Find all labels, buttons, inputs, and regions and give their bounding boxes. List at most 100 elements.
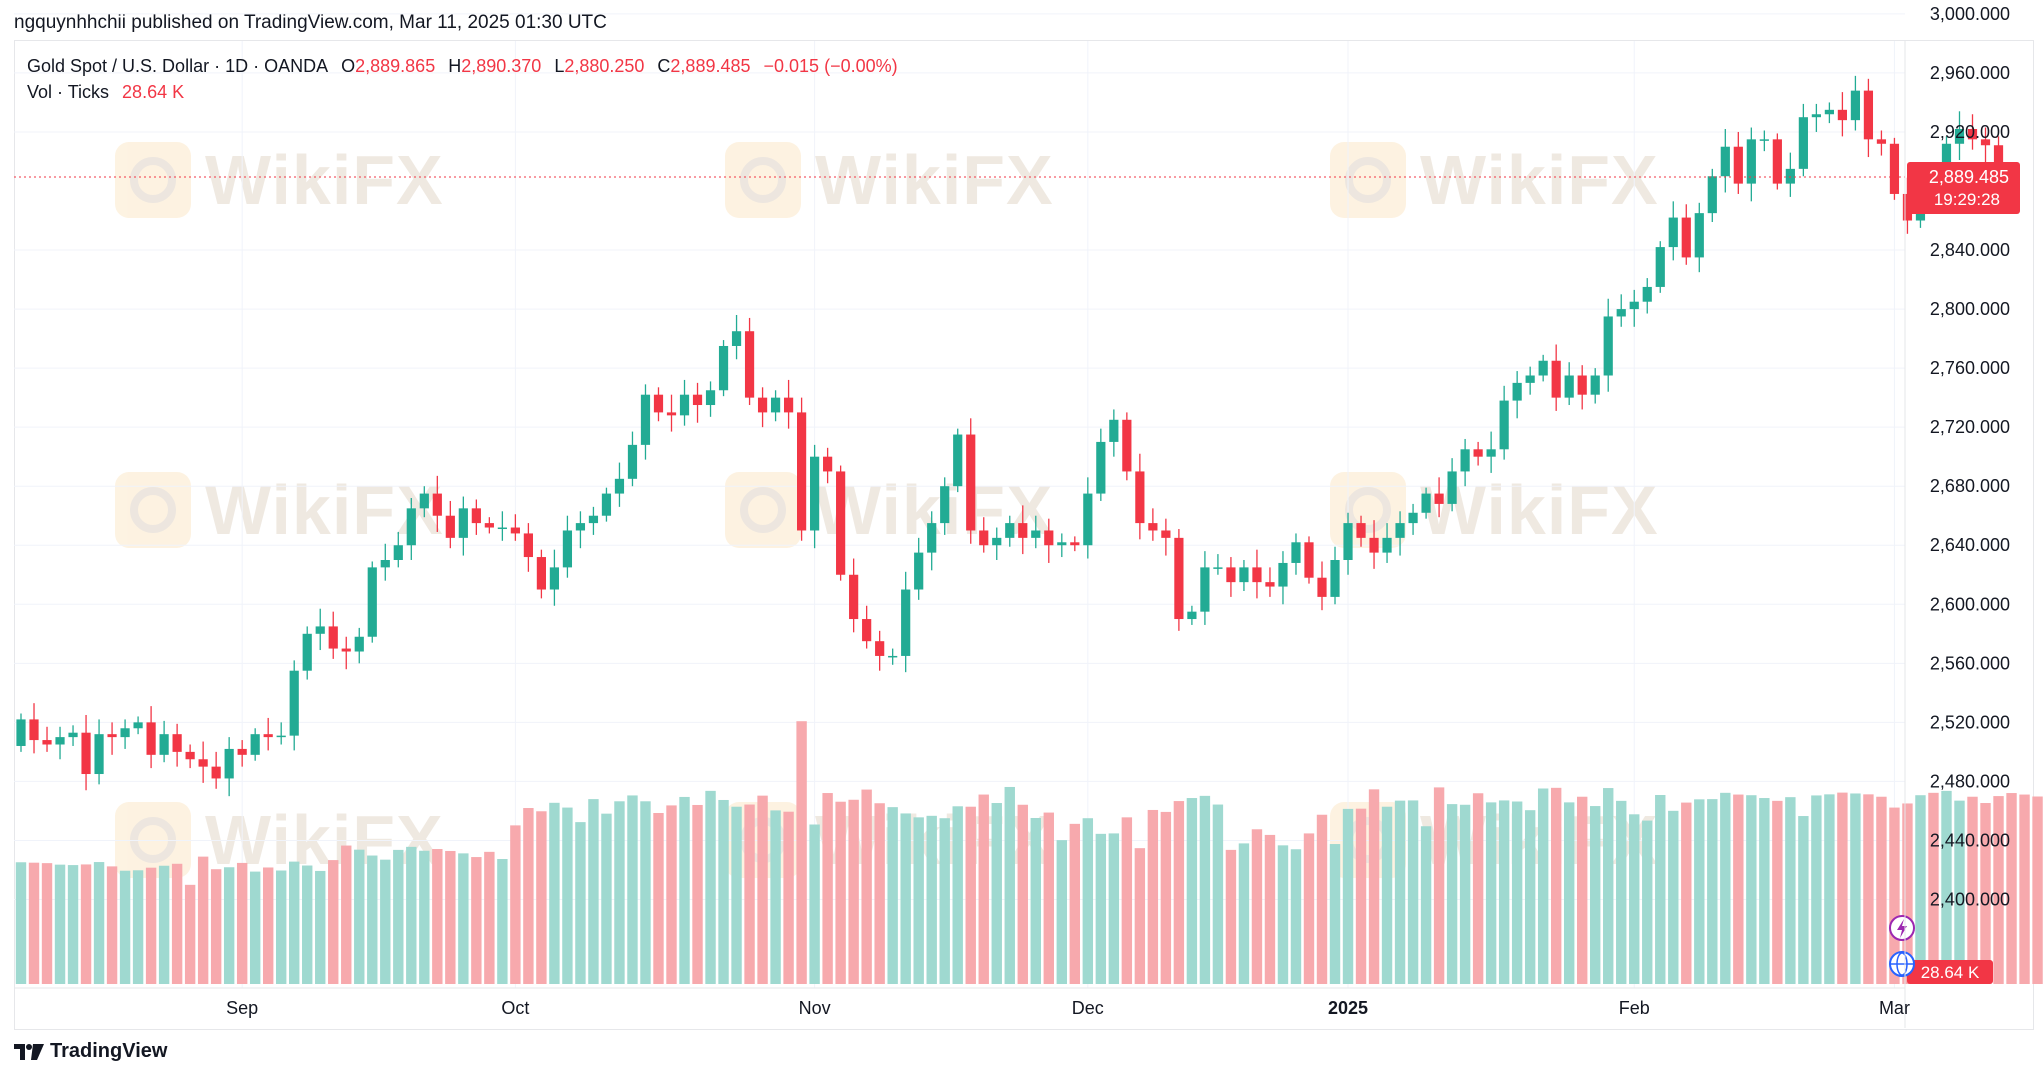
candle bbox=[1486, 449, 1496, 457]
volume-bar bbox=[1811, 795, 1822, 984]
candle bbox=[1421, 493, 1431, 513]
volume-bar bbox=[1459, 804, 1471, 984]
candle bbox=[1343, 523, 1353, 560]
volume-bar bbox=[54, 864, 66, 984]
volume-bar bbox=[991, 803, 1002, 984]
volume-bar bbox=[1225, 849, 1237, 984]
volume-bar bbox=[1056, 840, 1067, 984]
candle bbox=[640, 394, 651, 445]
volume-bar bbox=[93, 862, 105, 984]
volume-bar bbox=[1993, 796, 2004, 984]
volume-bar bbox=[523, 808, 534, 984]
candle bbox=[497, 527, 507, 530]
volume-bar bbox=[1915, 795, 1926, 984]
candle bbox=[276, 735, 286, 738]
candle bbox=[562, 530, 573, 568]
volume-bar bbox=[1004, 786, 1015, 984]
volume-bar bbox=[861, 789, 872, 984]
volume-tag bbox=[1907, 960, 1993, 984]
last-price-tag bbox=[1907, 162, 2020, 215]
time-axis-label: Sep bbox=[226, 998, 258, 1018]
volume-bar bbox=[1290, 849, 1302, 984]
candle bbox=[1746, 139, 1756, 184]
volume-bar bbox=[1251, 829, 1263, 984]
candle bbox=[536, 557, 546, 590]
volume-bar bbox=[197, 856, 209, 984]
volume-bar bbox=[835, 801, 846, 984]
tradingview-brand[interactable]: TradingView bbox=[14, 1040, 167, 1063]
volume-bar bbox=[653, 813, 664, 984]
volume-bar bbox=[1238, 843, 1250, 984]
candle bbox=[1330, 560, 1340, 597]
price-axis-label: 2,480.000 bbox=[1930, 771, 2010, 791]
time-axis-label: 2025 bbox=[1328, 998, 1368, 1018]
volume-bar bbox=[588, 799, 599, 984]
candle bbox=[1148, 523, 1158, 531]
price-axis-label: 2,720.000 bbox=[1930, 417, 2010, 437]
candle bbox=[237, 748, 247, 755]
candle bbox=[1707, 176, 1717, 214]
low-label: L bbox=[554, 56, 565, 76]
candle bbox=[1889, 143, 1900, 194]
volume-bar bbox=[1863, 794, 1874, 984]
candle bbox=[263, 734, 273, 738]
candle bbox=[1109, 419, 1119, 442]
volume-bar bbox=[1199, 795, 1211, 984]
volume-bar bbox=[1498, 800, 1510, 984]
candle bbox=[705, 390, 716, 406]
candle bbox=[810, 456, 820, 531]
volume-bar bbox=[1759, 798, 1770, 984]
volume-bar bbox=[705, 790, 716, 984]
globe-icon-line bbox=[1896, 952, 1908, 976]
candle bbox=[966, 434, 976, 531]
candle bbox=[1759, 139, 1769, 141]
candle bbox=[627, 444, 638, 479]
publisher-line: ngquynhhchii published on TradingView.co… bbox=[14, 12, 607, 33]
volume-tag-label: 28.64 K bbox=[1921, 963, 1980, 982]
brand-label: TradingView bbox=[50, 1040, 168, 1062]
volume-bar bbox=[1095, 833, 1107, 984]
volume-bar bbox=[627, 795, 638, 984]
symbol-label[interactable]: Gold Spot / U.S. Dollar · 1D · OANDA bbox=[27, 56, 329, 76]
price-axis-label: 2,400.000 bbox=[1930, 889, 2010, 909]
candle bbox=[94, 734, 104, 775]
candle bbox=[198, 759, 208, 767]
candle bbox=[770, 397, 781, 413]
candle bbox=[1837, 109, 1847, 121]
volume-bar bbox=[445, 850, 456, 984]
candle bbox=[159, 734, 169, 755]
time-axis-label: Nov bbox=[799, 998, 831, 1018]
candle bbox=[510, 527, 520, 534]
volume-bar bbox=[1082, 818, 1094, 984]
candle bbox=[1460, 449, 1470, 472]
candle bbox=[1525, 375, 1535, 383]
high-label: H bbox=[448, 56, 462, 76]
volume-bar bbox=[1030, 817, 1041, 984]
chart-legend: Gold Spot / U.S. Dollar · 1D · OANDA O2,… bbox=[27, 53, 898, 105]
volume-bar bbox=[536, 811, 547, 984]
candle bbox=[1083, 493, 1093, 546]
candle bbox=[432, 493, 442, 516]
candle bbox=[16, 719, 26, 746]
volume-bar bbox=[236, 862, 248, 984]
volume-bar bbox=[1707, 799, 1718, 984]
volume-bar bbox=[1876, 796, 1887, 984]
candle bbox=[1187, 611, 1197, 620]
volume-label[interactable]: Vol · Ticks bbox=[27, 82, 110, 102]
volume-bar bbox=[744, 804, 755, 984]
time-axis-label: Feb bbox=[1619, 998, 1650, 1018]
time-axis-label: Dec bbox=[1072, 998, 1104, 1018]
lightning-icon-glyph bbox=[1897, 919, 1907, 938]
price-axis-label: 3,000.000 bbox=[1930, 4, 2010, 24]
candle bbox=[862, 619, 872, 642]
volume-bar bbox=[1368, 789, 1380, 984]
candle bbox=[666, 412, 677, 416]
candle bbox=[1772, 139, 1782, 184]
volume-bar bbox=[575, 822, 586, 984]
volume-bar bbox=[67, 865, 79, 984]
volume-bar bbox=[249, 871, 261, 984]
candle bbox=[653, 394, 664, 413]
volume-bar bbox=[497, 859, 508, 984]
candle bbox=[1226, 567, 1236, 583]
